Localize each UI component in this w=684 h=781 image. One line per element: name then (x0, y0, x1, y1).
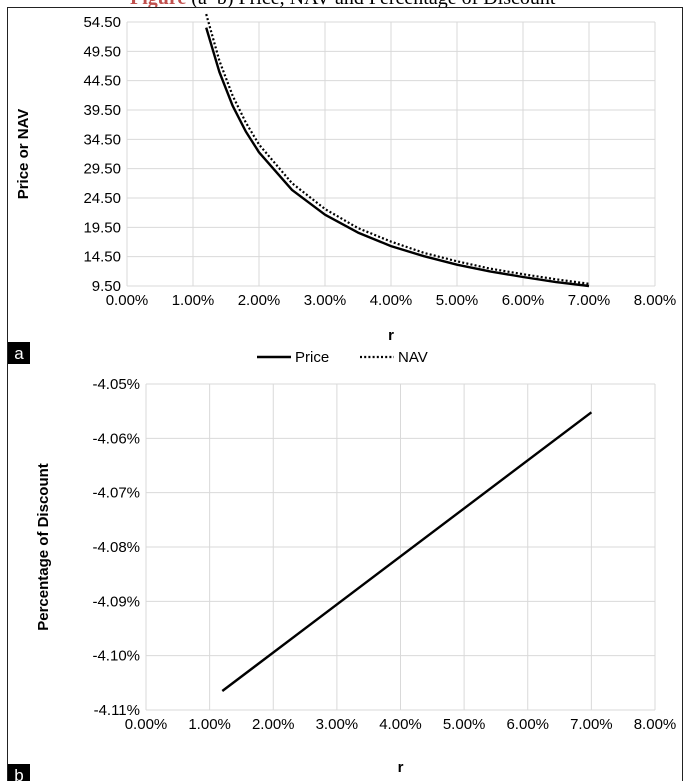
figure-caption-rest: (a–b) Price, NAV and Percentage of Disco… (186, 0, 555, 8)
x-tick-label: 0.00% (125, 716, 168, 733)
y-tick-label: -4.06% (92, 430, 140, 447)
y-tick-label: -4.08% (92, 539, 140, 556)
series-line-price (205, 27, 590, 288)
chart-a: 0.00% 1.00% 2.00% 3.00% 4.00% 5.00% 6.00% 7.00%… (8, 13, 677, 366)
x-tick-label: 6.00% (506, 716, 549, 733)
x-tick-label: 1.00% (172, 292, 215, 309)
panel-label: a (14, 344, 24, 363)
y-axis-title: Percentage of Discount (35, 463, 52, 631)
x-tick-label: 6.00% (502, 292, 545, 309)
y-axis-title: Price or NAV (15, 109, 32, 200)
x-tick-label: 3.00% (316, 716, 359, 733)
figure-caption-text: Figure (a–b) Price, NAV and Percentage o… (130, 0, 555, 8)
chart-b: 0.00% 1.00% 2.00% 3.00% 4.00% 5.00% 6.00% 7.00%… (8, 376, 676, 781)
legend-label-nav: NAV (398, 349, 428, 366)
x-tick-label: 7.00% (570, 716, 613, 733)
y-tick-label: -4.11% (94, 702, 140, 719)
y-tick-label: 44.50 (83, 73, 121, 90)
x-tick-label: 8.00% (634, 716, 677, 733)
y-tick-label: -4.05% (92, 376, 140, 393)
x-tick-label: 2.00% (252, 716, 295, 733)
y-tick-label: -4.10% (92, 648, 140, 665)
y-tick-label: 39.50 (83, 102, 121, 119)
y-tick-label: 9.50 (92, 278, 121, 295)
x-tick-label: 2.00% (238, 292, 281, 309)
x-tick-label: 4.00% (379, 716, 422, 733)
panel-label-box (8, 342, 30, 364)
x-tick-label: 4.00% (370, 292, 413, 309)
legend: Price NAV (257, 349, 428, 366)
x-tick-label: 5.00% (436, 292, 479, 309)
x-axis-title: r (398, 759, 404, 776)
y-tick-label: 19.50 (83, 219, 121, 236)
figure-caption-bold: Figure (130, 0, 186, 8)
y-tick-label: -4.09% (92, 593, 140, 610)
figure-caption: Figure (a–b) Price, NAV and Percentage o… (0, 0, 684, 8)
legend-label-price: Price (295, 349, 329, 366)
x-tick-label: 5.00% (443, 716, 486, 733)
series-line-nav (205, 13, 590, 285)
x-tick-label: 1.00% (188, 716, 231, 733)
panel-label: b (14, 766, 23, 781)
x-tick-label: 8.00% (634, 292, 677, 309)
x-tick-label: 0.00% (106, 292, 149, 309)
y-tick-label: 24.50 (83, 190, 121, 207)
panel-label-box (8, 764, 30, 781)
y-tick-label: -4.07% (92, 485, 140, 502)
y-tick-label: 14.50 (83, 249, 121, 266)
series-line-discount (221, 411, 593, 692)
figure-frame (7, 7, 683, 781)
y-tick-label: 54.50 (83, 14, 121, 31)
y-tick-label: 34.50 (83, 131, 121, 148)
x-axis-title: r (388, 327, 394, 344)
x-tick-label: 7.00% (568, 292, 611, 309)
y-tick-label: 29.50 (83, 161, 121, 178)
x-tick-label: 3.00% (304, 292, 347, 309)
y-tick-label: 49.50 (83, 43, 121, 60)
